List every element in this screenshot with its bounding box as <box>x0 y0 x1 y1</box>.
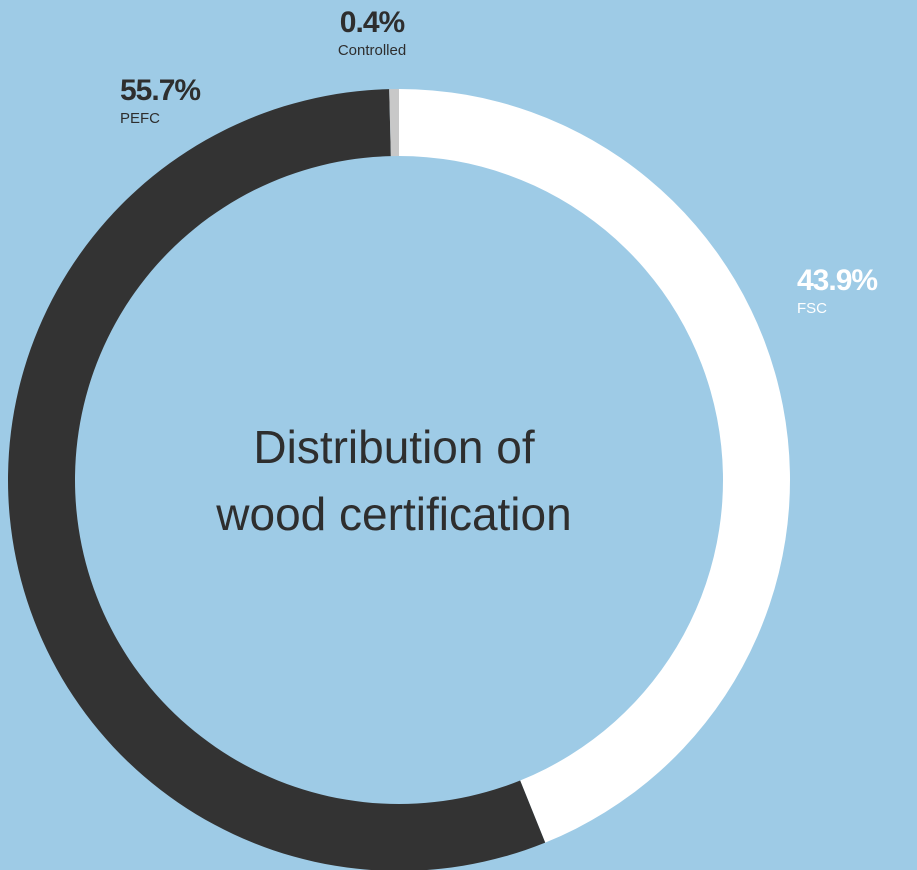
donut-slice <box>399 89 790 843</box>
chart-title-line: Distribution of <box>253 421 534 473</box>
slice-value-label: 55.7% <box>120 74 200 107</box>
slice-value-label: 0.4% <box>340 6 405 39</box>
donut-slice <box>389 89 399 157</box>
donut-slice <box>8 89 546 870</box>
slice-category-label: Controlled <box>338 42 406 59</box>
slice-category-label: FSC <box>797 300 827 317</box>
slice-category-label: PEFC <box>120 110 160 127</box>
slice-value-label: 43.9% <box>797 264 877 297</box>
chart-title-line: wood certification <box>215 488 571 540</box>
